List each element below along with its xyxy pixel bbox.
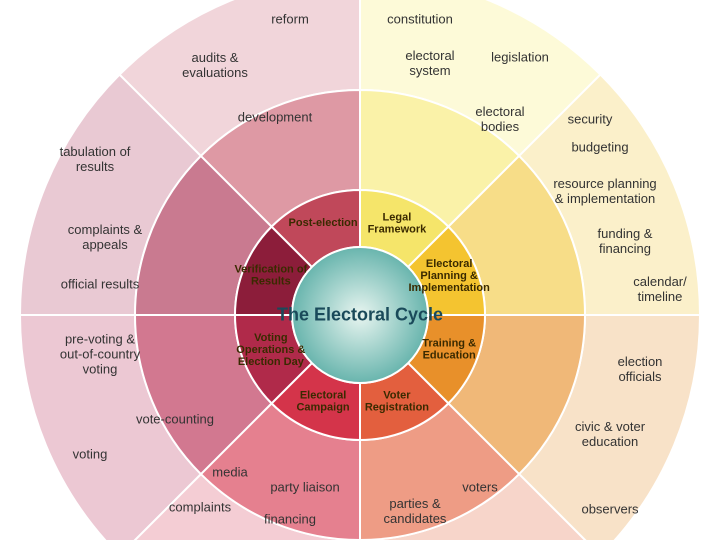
electoral-cycle-diagram: LegalFrameworkElectoralPlanning &Impleme… bbox=[0, 0, 720, 540]
ring1-label-campaign: ElectoralCampaign bbox=[296, 390, 349, 414]
center-title: The Electoral Cycle bbox=[277, 305, 443, 326]
ring1-label-postelection: Post-election bbox=[289, 217, 358, 229]
ring1-label-training: Training &Education bbox=[422, 337, 476, 361]
